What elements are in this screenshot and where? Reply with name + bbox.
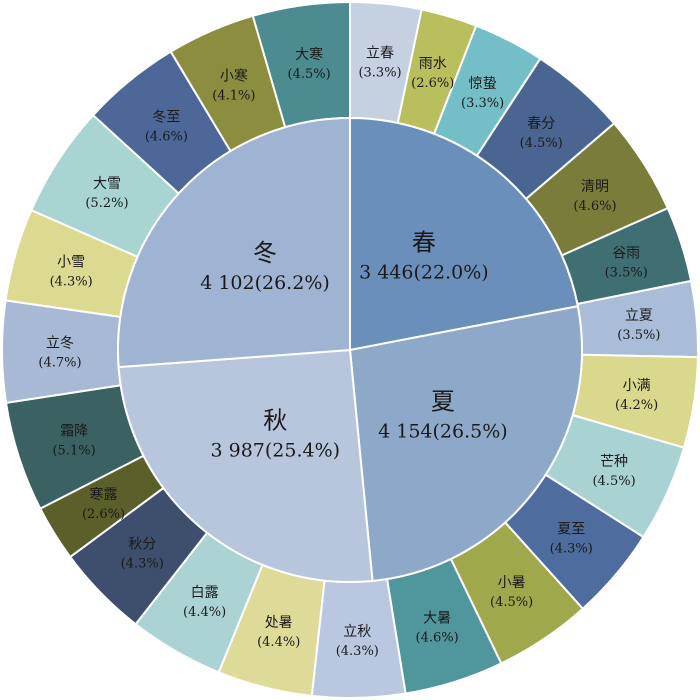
season-name-label: 秋 [263,407,287,435]
solar-term-name-label: 处暑 [265,615,293,631]
solar-term-percent-label: (4.6%) [573,199,616,214]
solar-term-percent-label: (4.6%) [145,130,188,145]
solar-term-name-label: 寒露 [90,486,118,503]
solar-term-name-label: 立冬 [46,335,74,351]
solar-term-name-label: 谷雨 [612,246,640,262]
solar-term-name-label: 白露 [191,585,219,601]
solar-term-percent-label: (4.5%) [288,67,331,82]
season-value-label: 3 446(22.0%) [359,262,489,284]
solar-term-name-label: 雨水 [419,56,447,72]
solar-term-name-label: 小暑 [498,575,526,591]
solar-term-percent-label: (4.3%) [550,541,593,556]
season-name-label: 夏 [431,387,455,415]
solar-term-percent-label: (4.4%) [183,605,226,620]
solar-term-name-label: 大暑 [423,611,451,627]
solar-term-percent-label: (3.5%) [617,328,660,343]
solar-term-name-label: 惊蛰 [469,76,497,92]
season-slice [117,116,351,369]
solar-term-name-label: 小寒 [220,67,248,84]
solar-term-percent-label: (5.2%) [85,196,128,211]
season-value-label: 4 102(26.2%) [200,272,330,294]
season-value-label: 4 154(26.5%) [378,420,508,442]
solar-term-name-label: 清明 [581,179,609,195]
solar-term-percent-label: (4.3%) [121,556,164,571]
solar-term-name-label: 大寒 [295,46,323,63]
season-slice [349,116,580,352]
solar-term-percent-label: (2.6%) [82,507,125,522]
solar-term-percent-label: (3.3%) [358,66,401,81]
solar-term-name-label: 立秋 [343,624,371,640]
solar-term-percent-label: (4.2%) [615,398,658,413]
solar-term-name-label: 冬至 [152,110,180,126]
solar-term-name-label: 夏至 [557,521,585,537]
solar-term-percent-label: (3.3%) [461,96,504,111]
solar-term-percent-label: (4.5%) [490,595,533,610]
inner-pie [117,116,583,583]
solar-term-percent-label: (4.3%) [50,274,93,289]
solar-term-percent-label: (4.1%) [212,88,255,103]
solar-term-percent-label: (2.6%) [411,76,454,91]
chart-labels: 立春 (3.3%) 雨水 (2.6%) 惊蛰 (3.3%) 春分 (4.5%) 清明 (4.6%)… [38,46,660,659]
solar-term-percent-label: (4.7%) [38,355,81,370]
season-name-label: 冬 [253,239,277,267]
solar-term-percent-label: (3.5%) [605,266,648,281]
season-slice [117,348,374,583]
solar-term-percent-label: (4.5%) [520,136,563,151]
solar-term-percent-label: (4.6%) [416,631,459,646]
solar-term-name-label: 小满 [623,378,651,394]
solar-term-percent-label: (4.3%) [336,644,379,659]
solar-term-name-label: 春分 [527,116,555,132]
solar-term-name-label: 芒种 [600,454,628,470]
solar-term-name-label: 霜降 [60,423,88,439]
solar-term-segment [1,299,122,405]
season-value-label: 3 987(25.4%) [210,440,340,462]
solar-term-percent-label: (5.1%) [52,443,95,458]
solar-term-name-label: 小雪 [57,254,85,270]
solar-term-percent-label: (4.4%) [257,635,300,650]
solar-term-percent-label: (4.5%) [592,474,635,489]
solar-term-name-label: 大雪 [93,176,121,192]
season-name-label: 春 [412,229,436,257]
solar-term-name-label: 秋分 [128,536,156,552]
season-slice [348,305,583,582]
solar-term-name-label: 立夏 [625,308,653,324]
solar-term-name-label: 立春 [366,46,394,62]
